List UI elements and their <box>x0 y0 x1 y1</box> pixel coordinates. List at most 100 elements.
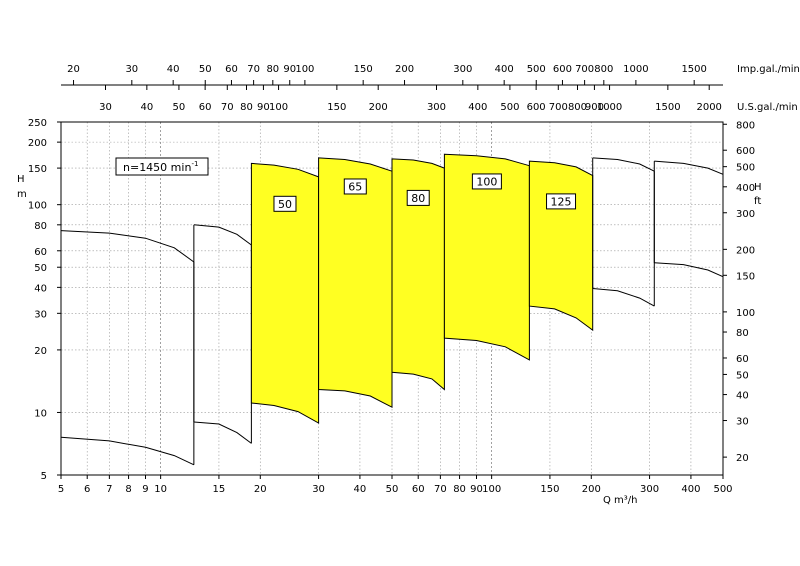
imp-tick-label-60: 60 <box>225 64 238 75</box>
us-gal-axis-title: U.S.gal./min <box>737 102 798 113</box>
us-tick-label-100: 100 <box>269 102 288 113</box>
x-tick-label-80: 80 <box>453 484 466 495</box>
us-tick-label-400: 400 <box>468 102 487 113</box>
imp-tick-label-80: 80 <box>266 64 279 75</box>
us-tick-label-200: 200 <box>369 102 388 113</box>
us-tick-label-700: 700 <box>549 102 568 113</box>
imp-tick-label-800: 800 <box>594 64 613 75</box>
pump-label-80: 80 <box>406 189 430 206</box>
speed-label: n=1450 min <box>123 161 191 174</box>
y-axis-title-unit: m <box>17 189 27 200</box>
pump-label-box-125 <box>546 193 577 210</box>
us-tick-label-600: 600 <box>527 102 546 113</box>
ft-tick-label-80: 80 <box>736 328 749 339</box>
us-tick-label-150: 150 <box>327 102 346 113</box>
ft-tick-label-500: 500 <box>736 163 755 174</box>
imp-tick-label-400: 400 <box>495 64 514 75</box>
pump-label-65: 65 <box>343 178 367 195</box>
y-tick-label-30: 30 <box>34 309 47 320</box>
us-tick-label-70: 70 <box>221 102 234 113</box>
x-tick-label-7: 7 <box>106 484 112 495</box>
x-tick-label-5: 5 <box>58 484 64 495</box>
x-tick-label-10: 10 <box>154 484 167 495</box>
pump-range-2-min-curve <box>193 421 252 444</box>
y-tick-label-250: 250 <box>28 118 47 129</box>
y-tick-label-40: 40 <box>34 283 47 294</box>
x-tick-label-9: 9 <box>142 484 148 495</box>
us-tick-label-60: 60 <box>199 102 212 113</box>
imp-tick-label-600: 600 <box>553 64 572 75</box>
pump-range-1-max-curve <box>60 230 195 263</box>
ft-tick-label-100: 100 <box>736 308 755 319</box>
pump-range-2-max-curve <box>193 224 252 246</box>
performance-curves <box>60 153 724 466</box>
pump-label-box-100 <box>471 173 502 190</box>
x-tick-label-6: 6 <box>84 484 90 495</box>
pump-125-area <box>528 160 594 332</box>
pump-100-area <box>443 153 530 361</box>
pump-label-100: 100 <box>471 173 502 190</box>
imp-tick-label-50: 50 <box>199 64 212 75</box>
imp-gal-axis-title: Imp.gal./min <box>737 64 800 75</box>
pump-label-text-50: 50 <box>278 198 292 211</box>
us-tick-label-500: 500 <box>500 102 519 113</box>
imp-gal-axis-ticks: 20 30 40 50 60 70 80 90 100 150 200 300 400 500 600 700… <box>67 64 707 85</box>
ft-tick-label-600: 600 <box>736 146 755 157</box>
us-tick-label-50: 50 <box>173 102 186 113</box>
pump-label-box-65 <box>343 178 367 195</box>
y-axis-ticks: 5 10 20 30 40 50 60 80 100 150 200 250 <box>28 118 61 482</box>
x-tick-label-20: 20 <box>254 484 267 495</box>
us-tick-label-900: 900 <box>585 102 604 113</box>
us-tick-label-40: 40 <box>140 102 153 113</box>
svg-text:n=1450 min-1: n=1450 min-1 <box>123 160 198 174</box>
ft-axis-ticks: 20 30 40 50 60 80 100 150 200 300 400 500 600 800 <box>723 120 755 464</box>
x-axis-ticks: 5 6 7 8 9 10 15 20 30 40 50 60 70 80 90 100 150 200 300 400… <box>58 475 733 495</box>
us-tick-label-30: 30 <box>99 102 112 113</box>
speed-annotation: n=1450 min-1 <box>115 157 209 176</box>
y-tick-label-5: 5 <box>41 471 47 482</box>
ft-tick-label-40: 40 <box>736 391 749 402</box>
pump-label-box-80 <box>406 189 430 206</box>
ft-tick-label-20: 20 <box>736 453 749 464</box>
pump-label-text-80: 80 <box>411 192 425 205</box>
ft-tick-label-30: 30 <box>736 417 749 428</box>
ft-tick-label-300: 300 <box>736 209 755 220</box>
imp-tick-label-700: 700 <box>575 64 594 75</box>
imp-tick-label-150: 150 <box>354 64 373 75</box>
x-tick-label-90: 90 <box>470 484 483 495</box>
ft-tick-label-200: 200 <box>736 245 755 256</box>
ft-tick-label-60: 60 <box>736 354 749 365</box>
us-tick-label-2000: 2000 <box>696 102 721 113</box>
series-labels: 50 65 80 100 125 <box>273 173 577 212</box>
x-tick-label-50: 50 <box>386 484 399 495</box>
pump-label-box-50 <box>273 195 297 212</box>
y-tick-label-200: 200 <box>28 138 47 149</box>
y-tick-label-60: 60 <box>34 247 47 258</box>
y-tick-label-80: 80 <box>34 221 47 232</box>
ft-axis-title-h: H <box>754 182 762 193</box>
y-tick-label-10: 10 <box>34 408 47 419</box>
us-tick-label-1000: 1000 <box>597 102 622 113</box>
imp-tick-label-40: 40 <box>167 64 180 75</box>
us-tick-label-90: 90 <box>257 102 270 113</box>
x-axis-title: Q m³/h <box>603 495 638 506</box>
x-tick-label-300: 300 <box>640 484 659 495</box>
us-tick-label-1500: 1500 <box>655 102 680 113</box>
pump-label-text-100: 100 <box>476 175 497 188</box>
ft-tick-label-150: 150 <box>736 271 755 282</box>
imp-tick-label-200: 200 <box>395 64 414 75</box>
pump-label-text-125: 125 <box>551 195 572 208</box>
pump-65-area <box>318 157 393 409</box>
x-tick-label-8: 8 <box>125 484 131 495</box>
y-tick-label-50: 50 <box>34 263 47 274</box>
x-tick-label-60: 60 <box>412 484 425 495</box>
x-tick-label-400: 400 <box>681 484 700 495</box>
pump-range-9-min-curve <box>654 262 724 278</box>
y-axis-title-h: H <box>17 174 25 185</box>
x-tick-label-150: 150 <box>540 484 559 495</box>
us-tick-label-80: 80 <box>240 102 253 113</box>
us-tick-label-300: 300 <box>427 102 446 113</box>
imp-tick-label-1500: 1500 <box>681 64 706 75</box>
us-tick-label-800: 800 <box>568 102 587 113</box>
